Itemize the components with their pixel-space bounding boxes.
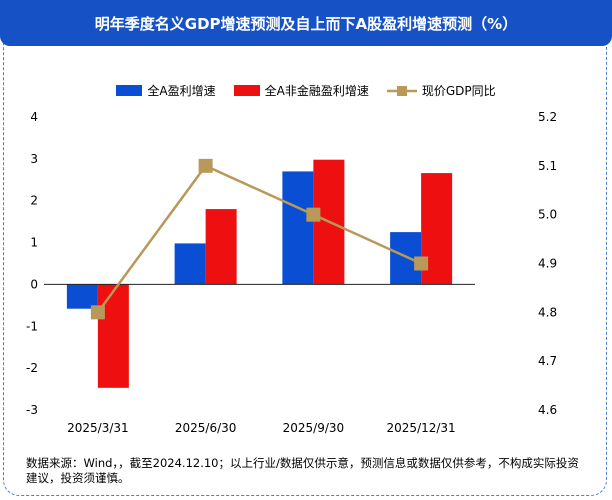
y-tick-label: -3 xyxy=(26,403,38,417)
legend-item-series2: 全A非金融盈利增速 xyxy=(233,82,369,99)
legend-label: 全A盈利增速 xyxy=(147,84,216,98)
bar-series1 xyxy=(282,171,314,285)
legend-swatch xyxy=(116,85,143,96)
legend-label: 全A非金融盈利增速 xyxy=(264,84,369,98)
y-tick-label: 3 xyxy=(30,152,38,166)
x-tick-label: 2025/9/30 xyxy=(283,421,345,435)
legend-line-marker xyxy=(386,85,417,96)
legend-item-series1: 全A盈利增速 xyxy=(116,82,216,99)
y-tick-label: -1 xyxy=(26,319,38,333)
chart-plot: 4 3 2 1 0 -1 -2 -3 5.2 5.1 5.0 4.9 4.8 4.7 4.6 2025/3/3… xyxy=(26,110,557,435)
line-point xyxy=(306,207,321,222)
bar-series2 xyxy=(205,209,237,285)
legend: 全A盈利增速 全A非金融盈利增速 现价GDP同比 xyxy=(0,82,612,99)
y-tick-label: 4 xyxy=(30,110,38,124)
line-point xyxy=(414,256,429,271)
y-tick-label: 2 xyxy=(30,194,38,208)
x-tick-label: 2025/6/30 xyxy=(175,421,237,435)
line-point xyxy=(90,305,105,320)
source-note: 数据来源：Wind，，截至2024.12.10；以上行业/数据仅供示意，预测信息… xyxy=(26,456,579,485)
y2-tick-label: 4.6 xyxy=(538,403,557,417)
bar-series2 xyxy=(97,284,129,388)
y2-tick-label: 5.0 xyxy=(538,208,557,222)
x-tick-label: 2025/12/31 xyxy=(387,421,456,435)
bar-series1 xyxy=(66,284,98,309)
y-tick-label: 1 xyxy=(30,236,38,250)
y2-tick-label: 5.1 xyxy=(538,159,557,173)
legend-swatch xyxy=(233,85,260,96)
y-tick-label: -2 xyxy=(26,361,38,375)
line-series3 xyxy=(96,164,422,314)
y2-tick-label: 4.8 xyxy=(538,305,557,319)
legend-item-series3: 现价GDP同比 xyxy=(386,82,496,99)
legend-label: 现价GDP同比 xyxy=(421,84,496,98)
y2-tick-label: 4.7 xyxy=(538,354,557,368)
bar-series1 xyxy=(174,243,206,285)
line-point xyxy=(198,158,213,173)
x-tick-label: 2025/3/31 xyxy=(67,421,129,435)
y-tick-label: 0 xyxy=(30,277,38,291)
y2-tick-label: 4.9 xyxy=(538,257,557,271)
chart-title: 明年季度名义GDP增速预测及自上而下A股盈利增速预测（%） xyxy=(0,0,612,46)
y2-tick-label: 5.2 xyxy=(538,110,557,124)
